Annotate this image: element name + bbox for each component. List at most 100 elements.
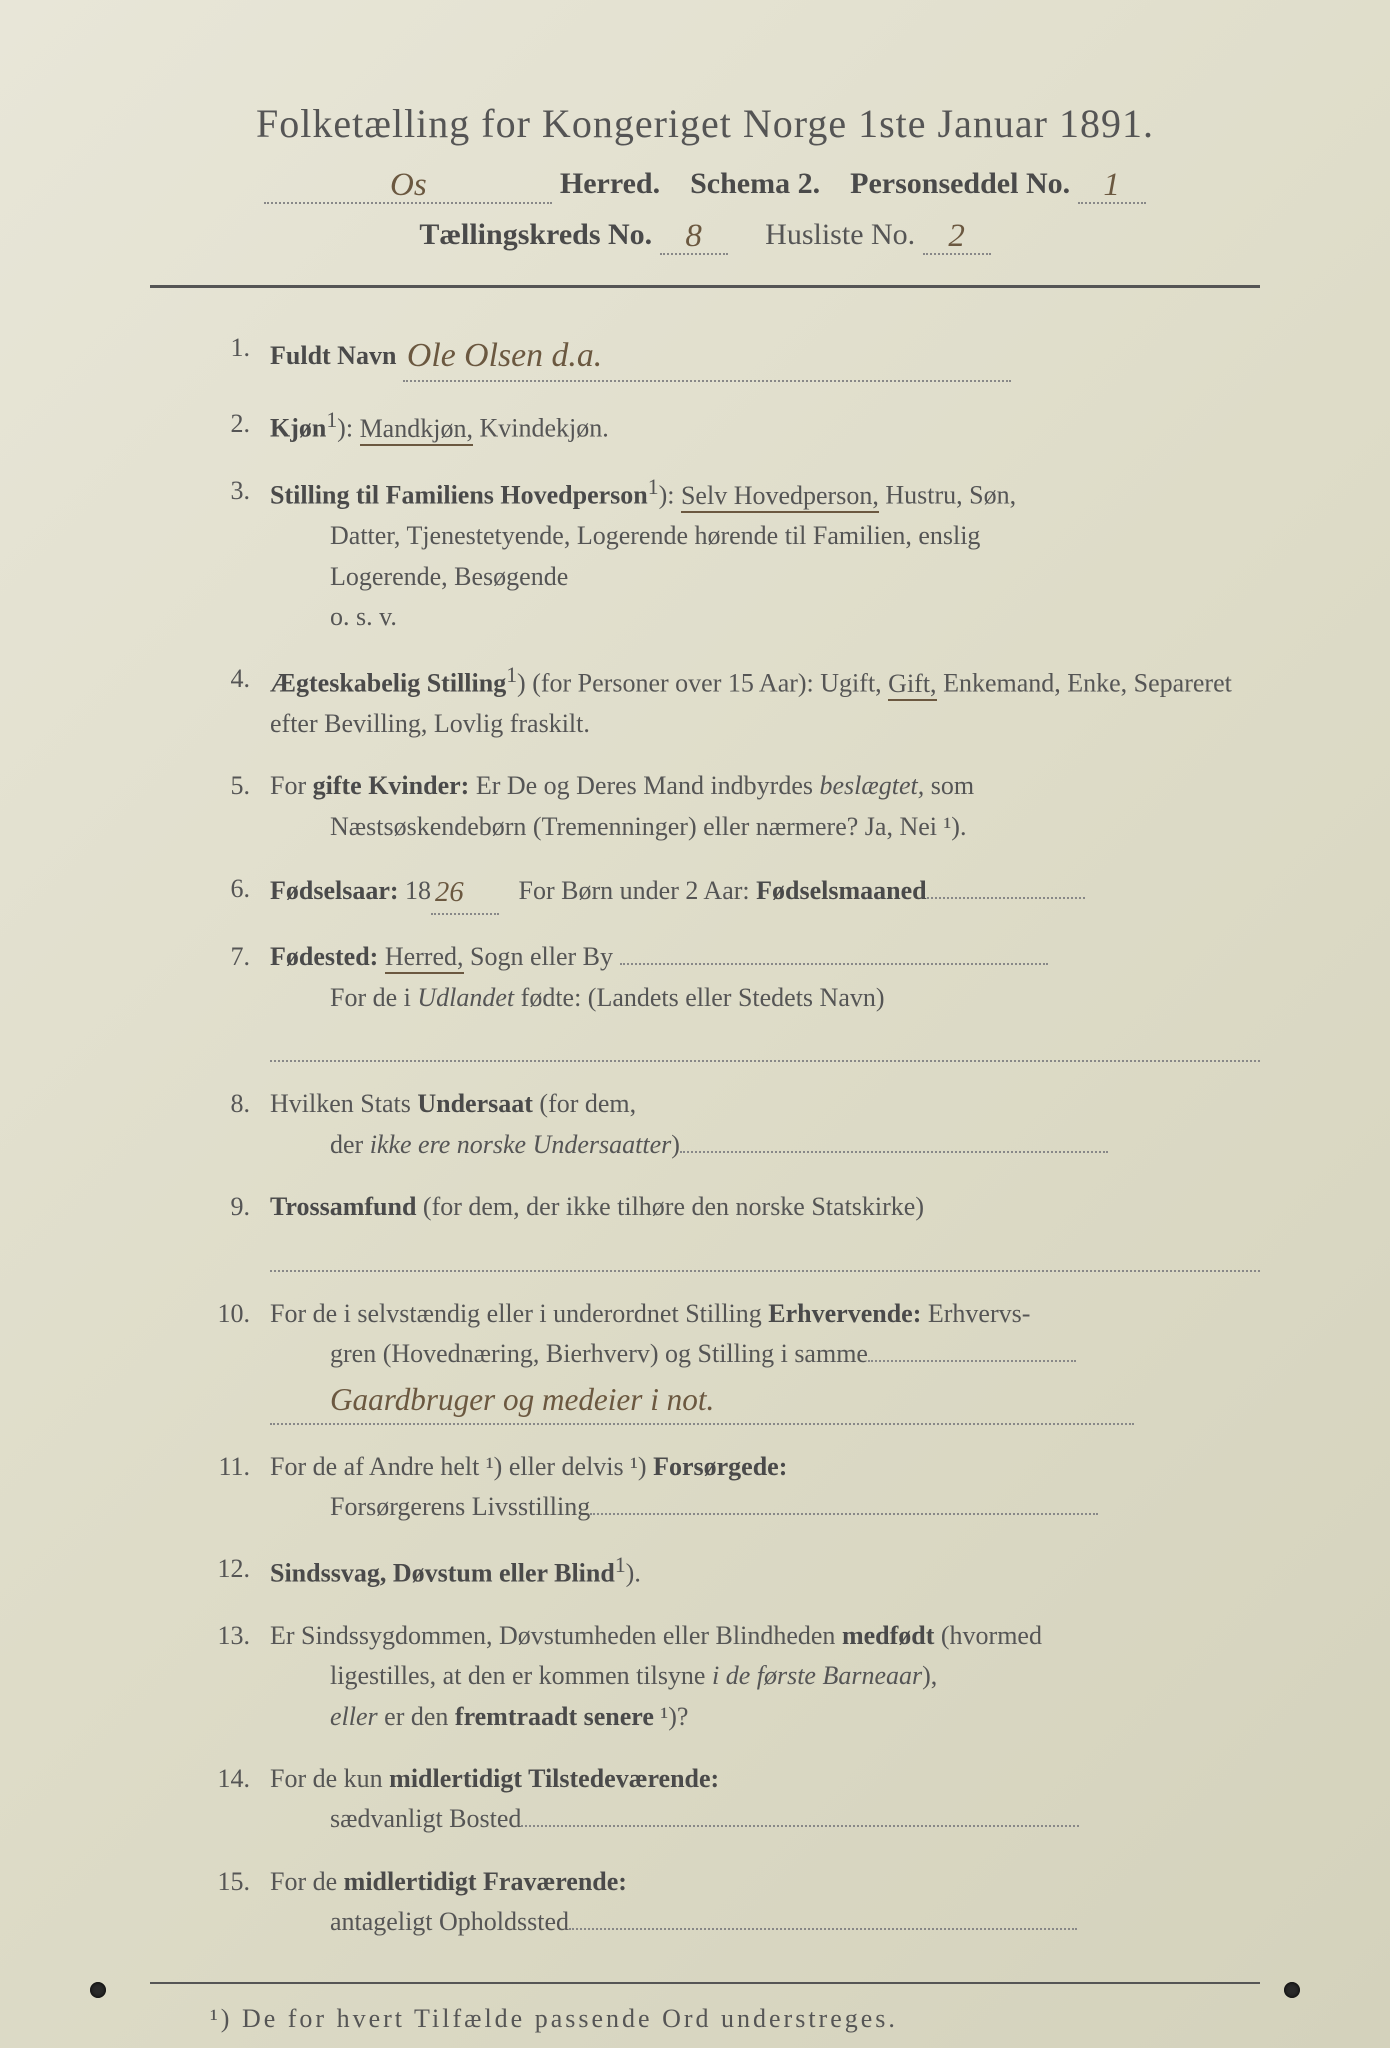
- q11-b: Forsørgede:: [653, 1452, 787, 1481]
- q13-l3c: ¹)?: [654, 1702, 689, 1731]
- q13-t1: Er Sindssygdommen, Døvstumheden eller Bl…: [270, 1621, 842, 1650]
- husliste-field: 2: [923, 216, 991, 255]
- item-13: 13. Er Sindssygdommen, Døvstumheden elle…: [190, 1616, 1260, 1737]
- q4-paren: (for Personer over 15 Aar):: [532, 669, 814, 698]
- q6-field: 26: [431, 869, 499, 915]
- q7-l2a: For de i: [330, 983, 417, 1012]
- item-num-10: 10.: [190, 1294, 270, 1334]
- q1-field: Ole Olsen d.a.: [403, 328, 1011, 382]
- q13-b1: medfødt: [842, 1621, 934, 1650]
- q6-value: 26: [435, 877, 464, 908]
- item-num-9: 9.: [190, 1187, 270, 1227]
- q7-opt1: Herred,: [385, 942, 464, 974]
- item-1: 1. Fuldt Navn Ole Olsen d.a.: [190, 328, 1260, 382]
- q10-b1: Erhvervende:: [768, 1299, 921, 1328]
- item-num-7: 7.: [190, 937, 270, 977]
- item-6: 6. Fødselsaar: 1826 For Børn under 2 Aar…: [190, 869, 1260, 915]
- header-divider: [150, 285, 1260, 288]
- footnote: ¹) De for hvert Tilfælde passende Ord un…: [150, 2004, 1260, 2034]
- footnote-text: De for hvert Tilfælde passende Ord under…: [242, 2004, 898, 2033]
- q14-b: midlertidigt Tilstedeværende:: [389, 1764, 719, 1793]
- item-14: 14. For de kun midlertidigt Tilstedevære…: [190, 1759, 1260, 1840]
- footnote-marker: ¹): [210, 2004, 232, 2033]
- item-num-11: 11.: [190, 1447, 270, 1487]
- q7-label: Fødested:: [270, 942, 378, 971]
- q6-month-field: [927, 897, 1085, 899]
- item-11: 11. For de af Andre helt ¹) eller delvis…: [190, 1447, 1260, 1528]
- form-header: Folketælling for Kongeriget Norge 1ste J…: [150, 100, 1260, 255]
- q10-field1: [868, 1360, 1076, 1362]
- herred-line: Os Herred. Schema 2. Personseddel No. 1: [150, 165, 1260, 204]
- item-num-6: 6.: [190, 869, 270, 909]
- q8-b: Undersaat: [417, 1089, 533, 1118]
- q10-field2: Gaardbruger og medeier i not.: [270, 1374, 1134, 1424]
- q3-rest2: Datter, Tjenestetyende, Logerende hørend…: [270, 521, 980, 550]
- q3-rest4: o. s. v.: [270, 602, 397, 631]
- punch-hole-left: [90, 1982, 106, 1998]
- item-8: 8. Hvilken Stats Undersaat (for dem, der…: [190, 1084, 1260, 1165]
- item-num-13: 13.: [190, 1616, 270, 1656]
- item-12: 12. Sindssvag, Døvstum eller Blind1).: [190, 1549, 1260, 1594]
- q2-label: Kjøn: [270, 414, 326, 443]
- husliste-value: 2: [948, 218, 965, 254]
- q3-rest1: Hustru, Søn,: [885, 481, 1016, 510]
- item-num-3: 3.: [190, 471, 270, 511]
- personseddel-field: 1: [1078, 165, 1146, 204]
- item-num-15: 15.: [190, 1862, 270, 1902]
- q7-l2c: fødte: (Landets eller Stedets Navn): [514, 983, 884, 1012]
- q4-label: Ægteskabelig Stilling: [270, 669, 506, 698]
- q6-prefix: 18: [405, 876, 431, 905]
- q6-b2: Fødselsmaaned: [756, 876, 926, 905]
- q14-field: [521, 1825, 1079, 1827]
- item-num-8: 8.: [190, 1084, 270, 1124]
- q15-l2: antageligt Opholdssted: [270, 1907, 569, 1936]
- herred-field: Os: [264, 165, 552, 204]
- q11-l2: Forsørgerens Livsstilling: [270, 1492, 590, 1521]
- q14-l2: sædvanligt Bosted: [270, 1804, 521, 1833]
- q4-opt1: Ugift,: [820, 669, 881, 698]
- item-num-1: 1.: [190, 328, 270, 368]
- q3-rest3: Logerende, Besøgende: [270, 562, 568, 591]
- q3-label: Stilling til Familiens Hovedperson: [270, 481, 648, 510]
- item-2: 2. Kjøn1): Mandkjøn, Kvindekjøn.: [190, 404, 1260, 449]
- q4-sup: 1: [506, 663, 517, 687]
- q8-t2: (for dem,: [533, 1089, 636, 1118]
- q15-b: midlertidigt Fraværende:: [344, 1867, 627, 1896]
- item-10: 10. For de i selvstændig eller i underor…: [190, 1294, 1260, 1425]
- q13-b2: fremtraadt senere: [455, 1702, 654, 1731]
- q12-sup: 1: [615, 1553, 626, 1577]
- q15-field: [569, 1928, 1077, 1930]
- q6-t2: For Børn under 2 Aar:: [519, 876, 757, 905]
- kreds-value: 8: [685, 218, 702, 254]
- q5-i: beslægtet,: [820, 771, 925, 800]
- q10-t2: Erhvervs-: [921, 1299, 1030, 1328]
- husliste-label: Husliste No.: [765, 218, 915, 251]
- q11-t1: For de af Andre helt ¹) eller delvis ¹): [270, 1452, 653, 1481]
- q11-field: [590, 1513, 1098, 1515]
- form-title: Folketælling for Kongeriget Norge 1ste J…: [150, 100, 1260, 147]
- item-9: 9. Trossamfund (for dem, der ikke tilhør…: [190, 1187, 1260, 1272]
- q15-t: For de: [270, 1867, 344, 1896]
- footnote-divider: [150, 1982, 1260, 1984]
- punch-hole-right: [1284, 1982, 1300, 1998]
- q3-sup: 1: [648, 475, 659, 499]
- kreds-field: 8: [660, 216, 728, 255]
- schema-label: Schema 2.: [690, 167, 820, 200]
- item-num-2: 2.: [190, 404, 270, 444]
- q2-opt1: Mandkjøn,: [360, 414, 473, 446]
- item-num-4: 4.: [190, 659, 270, 699]
- q7-blank-line: [270, 1024, 1260, 1062]
- q7-l2b: Udlandet: [417, 983, 514, 1012]
- item-5: 5. For gifte Kvinder: Er De og Deres Man…: [190, 766, 1260, 847]
- q13-l2c: ),: [922, 1661, 937, 1690]
- q4-opt2: Gift,: [888, 669, 936, 701]
- item-15: 15. For de midlertidigt Fraværende: anta…: [190, 1862, 1260, 1943]
- q10-t1: For de i selvstændig eller i underordnet…: [270, 1299, 768, 1328]
- q9-blank-line: [270, 1233, 1260, 1271]
- q5-b1: gifte Kvinder:: [313, 771, 470, 800]
- q13-l2a: ligestilles, at den er kommen tilsyne: [330, 1661, 712, 1690]
- q13-l3b: er den: [378, 1702, 455, 1731]
- q9-b: Trossamfund: [270, 1192, 416, 1221]
- q14-t: For de kun: [270, 1764, 389, 1793]
- q8-l2c: ): [671, 1130, 680, 1159]
